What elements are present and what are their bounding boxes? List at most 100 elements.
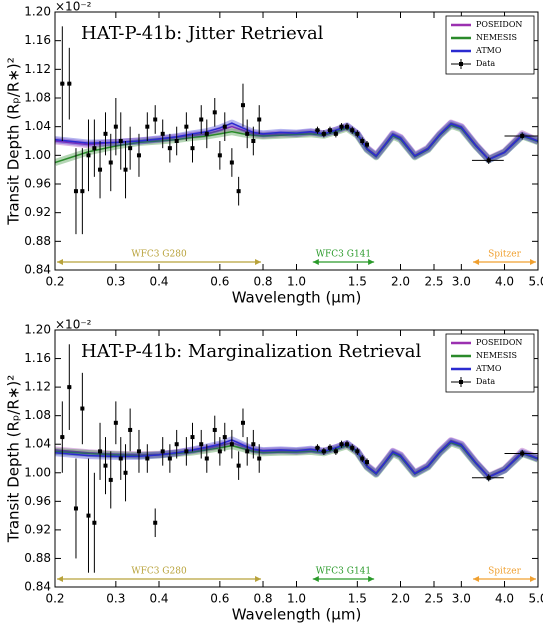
data-point: [315, 445, 320, 450]
x-tick-label: 0.4: [149, 275, 168, 289]
x-tick-label: 0.3: [106, 275, 125, 289]
y-tick-label: 1.08: [24, 408, 51, 422]
plot-frame: [54, 329, 539, 588]
data-point: [199, 442, 204, 447]
arrow-head: [57, 259, 63, 265]
data-point: [80, 189, 85, 194]
data-point: [350, 445, 355, 450]
data-point: [199, 117, 204, 122]
x-tick-label: 1.0: [287, 275, 306, 289]
x-tick-label: 0.3: [106, 592, 125, 606]
x-tick-label: 0.2: [45, 592, 64, 606]
chart-title: HAT-P-41b: Marginalization Retrieval: [81, 341, 421, 362]
y-multiplier: ×10⁻²: [55, 318, 92, 332]
data-point: [222, 124, 227, 129]
y-tick-label: 1.04: [24, 437, 51, 451]
data-point: [236, 463, 241, 468]
band-label: WFC3 G141: [316, 250, 371, 260]
y-tick-label: 0.84: [24, 580, 51, 594]
data-point: [229, 160, 234, 165]
data-point: [204, 456, 209, 461]
data-point: [184, 124, 189, 129]
data-point: [251, 139, 256, 143]
data-point: [217, 153, 222, 158]
legend-label: POSEIDON: [476, 20, 522, 29]
y-tick-label: 1.12: [24, 380, 51, 394]
data-point: [145, 456, 150, 461]
x-tick-label: 1.0: [287, 592, 306, 606]
arrow-head: [530, 576, 536, 582]
x-tick-label: 5.0: [528, 592, 543, 606]
x-tick-label: 3.0: [452, 275, 471, 289]
y-tick-label: 0.84: [24, 263, 51, 277]
data-point: [118, 456, 123, 461]
data-point: [98, 167, 103, 172]
plot: [55, 344, 538, 573]
legend-label: ATMO: [475, 46, 502, 55]
data-point: [333, 449, 338, 454]
y-axis-label: Transit Depth (Rₚ/R∗)²: [5, 375, 23, 544]
arrow-head: [368, 259, 375, 265]
data-point: [113, 124, 118, 129]
x-axis-label: Wavelength (μm): [232, 606, 362, 624]
arrow-head: [312, 259, 319, 265]
legend-label: Data: [476, 377, 495, 386]
band-label: WFC3 G141: [316, 567, 371, 577]
data-point: [355, 449, 360, 454]
data-point: [365, 460, 370, 465]
data-point: [160, 449, 165, 454]
data-point: [520, 133, 525, 138]
data-point: [136, 153, 141, 158]
data-point: [204, 131, 209, 136]
legend-label: Data: [476, 59, 495, 68]
y-tick-label: 1.12: [24, 62, 51, 76]
arrow-head: [255, 576, 262, 582]
panel: 0.84 0.88 0.92 0.96 1.00 1.04 1.08 1.12 1.16 1.20…: [5, 0, 543, 307]
arrow-head: [57, 576, 63, 582]
data-point: [486, 475, 491, 480]
data-point: [257, 456, 262, 461]
data-point: [67, 81, 72, 86]
legend-label: NEMESIS: [476, 351, 517, 360]
x-tick-label: 2.0: [391, 275, 410, 289]
x-tick-label: 4.0: [495, 275, 514, 289]
data-point: [486, 158, 491, 163]
data-point: [365, 142, 370, 147]
panel: 0.84 0.88 0.92 0.96 1.00 1.04 1.08 1.12 1.16 1.20…: [5, 318, 543, 624]
x-tick-label: 0.4: [149, 592, 168, 606]
x-tick-label: 2.5: [424, 275, 443, 289]
data-point: [98, 449, 103, 454]
data-point: [212, 110, 217, 115]
y-tick-label: 0.96: [24, 177, 51, 191]
data-point: [333, 131, 338, 136]
data-point: [108, 477, 113, 482]
data-point: [184, 449, 189, 454]
data-point: [229, 442, 234, 447]
x-tick-label: 4.0: [495, 592, 514, 606]
data-point: [113, 420, 118, 425]
data-point: [190, 146, 195, 151]
x-tick-label: 1.5: [348, 592, 367, 606]
y-tick-label: 0.92: [24, 205, 51, 219]
arrow-head: [530, 259, 536, 265]
data-point: [190, 435, 195, 440]
y-multiplier: ×10⁻²: [55, 0, 92, 14]
data-point: [118, 139, 123, 143]
arrow-head: [473, 576, 480, 582]
y-tick-label: 1.00: [24, 148, 51, 162]
data-point: [344, 442, 349, 447]
y-axis-label: Transit Depth (Rₚ/R∗)²: [5, 57, 23, 226]
data-point: [92, 146, 97, 151]
data-point: [73, 189, 78, 194]
data-point: [257, 117, 262, 122]
data-point: [60, 81, 65, 86]
data-point: [251, 442, 256, 447]
data-point: [167, 456, 172, 461]
x-tick-label: 0.8: [253, 592, 272, 606]
y-tick-label: 1.16: [24, 351, 51, 365]
data-point: [236, 189, 241, 194]
data-point: [240, 420, 245, 425]
plot: [55, 26, 538, 235]
data-point: [128, 146, 133, 151]
